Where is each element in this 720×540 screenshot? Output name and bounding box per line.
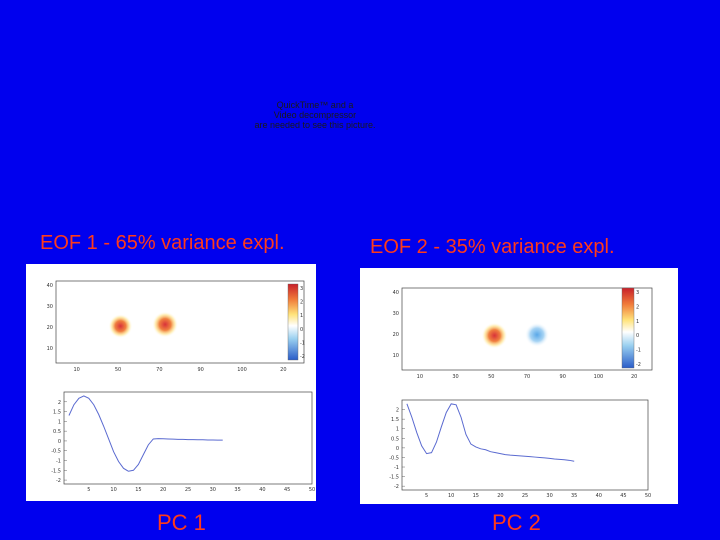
colorbar-tick: -2: [636, 362, 641, 368]
map-y-tick: 40: [393, 290, 399, 296]
pc-y-tick: -1: [394, 465, 399, 471]
pc-y-tick: 0: [396, 446, 399, 452]
colorbar-tick: 3: [636, 290, 639, 296]
colorbar-tick: 0: [300, 327, 303, 333]
placeholder-line: Video decompressor: [273, 110, 357, 120]
map-x-tick: 10: [417, 374, 423, 380]
pc-x-tick: 5: [425, 493, 428, 499]
colorbar: [287, 283, 299, 361]
map-x-tick: 70: [524, 374, 530, 380]
eof1-figure-panel: 10 50 70 90 100 20 40 30 20 10 3 2 1 0 -1 -2 5 10 15 20 25 30…: [26, 264, 316, 501]
pc-x-tick: 35: [571, 493, 577, 499]
pc-y-tick: -2: [394, 484, 399, 490]
colorbar-tick: 2: [300, 300, 303, 306]
pc-x-tick: 40: [596, 493, 602, 499]
map-x-tick: 30: [452, 374, 458, 380]
eof2-figure-panel: 10 30 50 70 90 100 20 40 30 20 10 3 2 1 0 -1 -2 5 10 15 20 25…: [360, 268, 678, 504]
colorbar: [621, 287, 635, 369]
pc-y-tick: -1.5: [51, 468, 61, 474]
map-x-tick: 90: [560, 374, 566, 380]
map-x-tick: 100: [594, 374, 604, 380]
colorbar-tick: -1: [300, 340, 305, 346]
video-placeholder-message: QuickTime™ and a Video decompressor are …: [230, 100, 400, 130]
map-x-tick: 50: [488, 374, 494, 380]
pc-y-tick: 0.5: [391, 436, 399, 442]
pc-x-tick: 25: [522, 493, 528, 499]
map-x-tick: 10: [73, 367, 79, 373]
pc-y-tick: 1: [58, 419, 61, 425]
map-y-tick: 40: [47, 283, 53, 289]
pc-x-tick: 45: [284, 487, 290, 493]
pc-frame: [401, 399, 649, 491]
pc-y-tick: 1: [396, 427, 399, 433]
map-y-tick: 20: [47, 325, 53, 331]
map-y-tick: 30: [47, 304, 53, 310]
map-frame: [55, 280, 305, 364]
pc-y-tick: -2: [56, 478, 61, 484]
pc1-label: PC 1: [157, 510, 206, 535]
pc-x-tick: 20: [160, 487, 166, 493]
placeholder-line: QuickTime™ and a: [276, 100, 354, 110]
positive-anomaly-blob: [152, 311, 179, 338]
pc-x-tick: 10: [448, 493, 454, 499]
eof2-title: EOF 2 - 35% variance expl.: [370, 236, 615, 258]
pc-y-tick: -0.5: [389, 455, 399, 461]
pc-frame: [63, 391, 313, 485]
pc-x-tick: 15: [473, 493, 479, 499]
pc-x-tick: 5: [87, 487, 90, 493]
pc-series-line: [406, 403, 575, 462]
map-y-tick: 30: [393, 311, 399, 317]
map-x-tick: 100: [237, 367, 247, 373]
pc-x-tick: 30: [210, 487, 216, 493]
map-x-tick: 50: [115, 367, 121, 373]
pc-y-tick: -1: [56, 459, 61, 465]
pc-x-tick: 45: [620, 493, 626, 499]
pc-x-tick: 15: [135, 487, 141, 493]
pc-y-tick: 0.5: [53, 429, 61, 435]
pc-y-tick: 1.5: [391, 417, 399, 423]
pc-x-tick: 50: [645, 493, 651, 499]
colorbar-tick: 3: [300, 286, 303, 292]
map-y-tick: 10: [393, 353, 399, 359]
map-y-tick: 10: [47, 346, 53, 352]
pc-x-tick: 40: [259, 487, 265, 493]
pc-x-tick: 35: [234, 487, 240, 493]
colorbar-tick: -2: [300, 354, 305, 360]
colorbar-tick: 1: [300, 313, 303, 319]
pc-series-line: [68, 395, 223, 472]
placeholder-line: are needed to see this picture.: [254, 120, 376, 130]
map-x-tick: 70: [156, 367, 162, 373]
pc-y-tick: 2: [58, 400, 61, 406]
map-y-tick: 20: [393, 332, 399, 338]
colorbar-tick: 0: [636, 333, 639, 339]
pc-y-tick: 2: [396, 408, 399, 414]
pc-x-tick: 25: [185, 487, 191, 493]
negative-anomaly-blob: [524, 322, 550, 347]
pc-x-tick: 30: [546, 493, 552, 499]
positive-anomaly-blob: [481, 322, 508, 349]
pc-x-tick: 20: [497, 493, 503, 499]
map-x-tick: 20: [280, 367, 286, 373]
eof1-title: EOF 1 - 65% variance expl.: [40, 232, 285, 254]
map-x-tick: 20: [631, 374, 637, 380]
colorbar-tick: 1: [636, 319, 639, 325]
positive-anomaly-blob: [108, 314, 133, 339]
colorbar-tick: -1: [636, 348, 641, 354]
pc-y-tick: -1.5: [389, 475, 399, 481]
pc-x-tick: 50: [309, 487, 315, 493]
pc-y-tick: 1.5: [53, 410, 61, 416]
colorbar-tick: 2: [636, 304, 639, 310]
map-x-tick: 90: [197, 367, 203, 373]
pc2-label: PC 2: [492, 510, 541, 535]
pc-x-tick: 10: [110, 487, 116, 493]
pc-y-tick: 0: [58, 439, 61, 445]
pc-y-tick: -0.5: [51, 449, 61, 455]
